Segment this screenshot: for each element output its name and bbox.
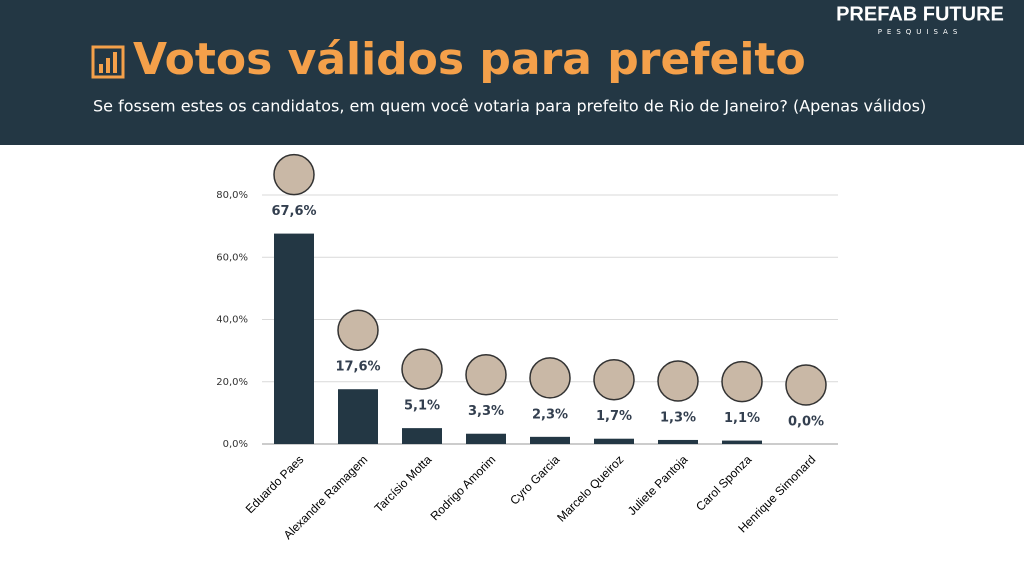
y-tick-label: 60,0% <box>216 252 248 263</box>
y-tick-label: 40,0% <box>216 315 248 326</box>
candidate-photo <box>529 357 571 399</box>
candidate-photo <box>337 309 379 351</box>
value-label: 1,3% <box>660 410 696 425</box>
candidate-photo <box>593 358 635 401</box>
x-tick-label: Marcelo Queiroz <box>554 452 626 524</box>
x-tick-label: Juliete Pantoja <box>625 452 691 518</box>
candidate-photo <box>657 360 699 402</box>
candidate-photo <box>401 348 443 390</box>
logo-tagline: PESQUISAS <box>878 28 963 36</box>
value-label: 0,0% <box>788 415 824 430</box>
candidate-photo <box>465 353 507 396</box>
y-tick-label: 0,0% <box>223 439 248 450</box>
value-label: 17,6% <box>335 360 380 375</box>
chart-icon <box>91 45 125 79</box>
plot: 0,0% 20,0% 40,0% 60,0% 80,0% 67,6% Eduardo Pae… <box>216 153 838 542</box>
bar <box>274 233 314 444</box>
candidate-photo <box>273 153 315 196</box>
value-label: 1,1% <box>724 411 760 426</box>
value-label: 5,1% <box>404 399 440 414</box>
bar <box>530 436 570 444</box>
logo-name: PREFAB FUTURE <box>836 3 1004 25</box>
title: Votos válidos para prefeito <box>133 34 806 85</box>
bar <box>402 428 442 444</box>
y-tick-label: 80,0% <box>216 190 248 201</box>
y-tick-label: 20,0% <box>216 377 248 388</box>
bar <box>658 439 698 444</box>
value-label: 67,6% <box>271 204 316 219</box>
x-tick-label: Carol Sponza <box>693 452 755 514</box>
x-tick-label: Eduardo Paes <box>243 452 307 516</box>
subtitle: Se fossem estes os candidatos, em quem v… <box>93 97 926 116</box>
value-label: 2,3% <box>532 407 568 422</box>
x-tick-label: Rodrigo Amorim <box>428 452 499 523</box>
value-label: 1,7% <box>596 409 632 424</box>
x-tick-label: Tarcísio Motta <box>372 452 435 515</box>
bar <box>594 438 634 444</box>
x-tick-label: Cyro Garcia <box>507 452 562 507</box>
bar <box>338 389 378 444</box>
bar <box>466 433 506 444</box>
candidate-photo <box>785 364 827 406</box>
bar <box>722 440 762 444</box>
logo: PREFAB FUTURE PESQUISAS <box>836 3 1004 36</box>
value-label: 3,3% <box>468 404 504 419</box>
candidate-photo <box>721 360 763 403</box>
header-band <box>0 0 1024 145</box>
